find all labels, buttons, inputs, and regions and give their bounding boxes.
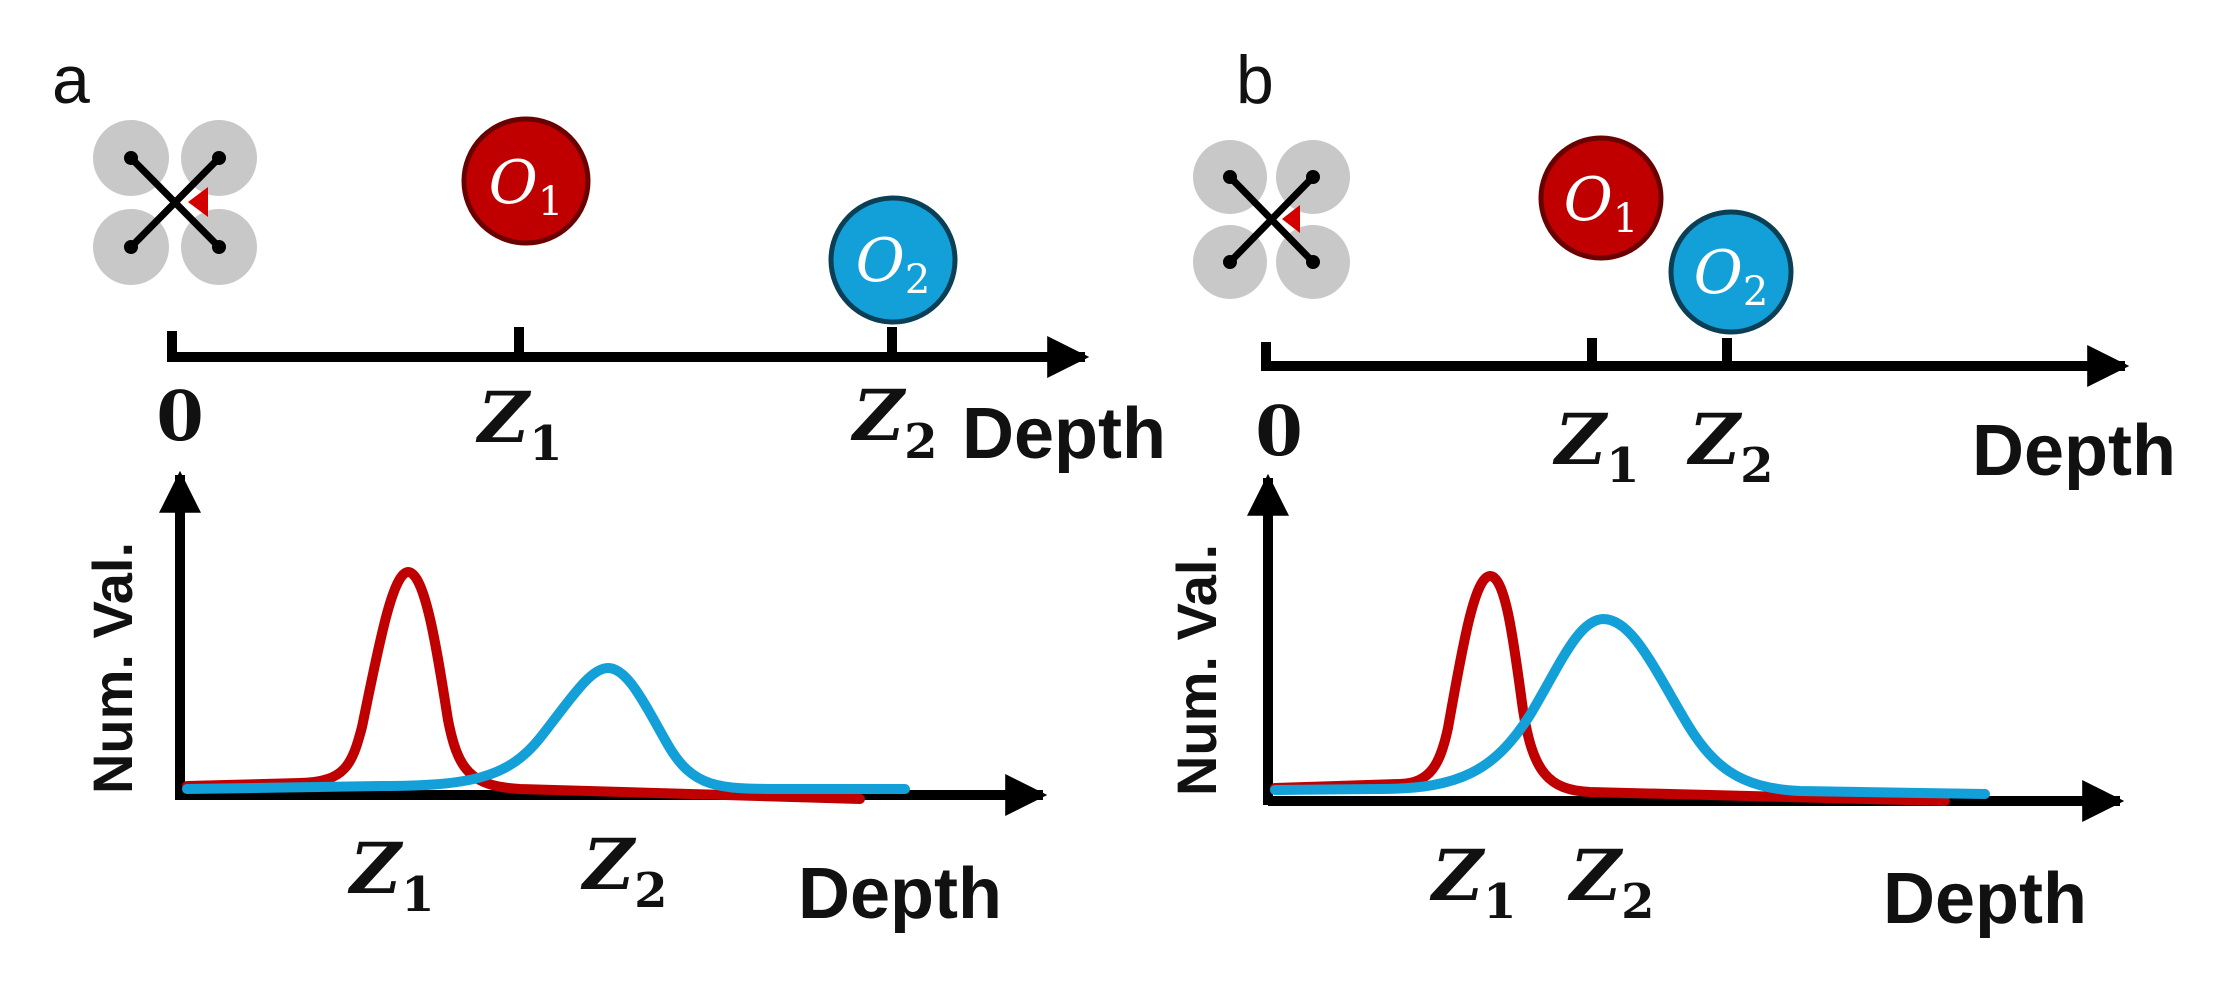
plot-z2-label: Z2 xyxy=(580,823,668,919)
z2-distribution-curve xyxy=(182,663,910,794)
object-1-symbol: O xyxy=(489,148,538,218)
drone-icon xyxy=(1193,140,1350,299)
svg-text:O2: O2 xyxy=(1694,238,1769,315)
z2-distribution-curve xyxy=(1270,614,1990,799)
x-axis-label: Depth xyxy=(798,854,1002,934)
heading-icon xyxy=(188,187,208,217)
z1-distribution-curve xyxy=(182,567,865,804)
drone-icon xyxy=(93,120,257,285)
panel-letter: a xyxy=(52,42,90,118)
z1-label: Z1 xyxy=(1552,398,1640,494)
depth-label: Depth xyxy=(962,394,1166,474)
object-1-symbol: O xyxy=(1564,165,1613,235)
object-1-subscript: 1 xyxy=(1613,196,1638,242)
axis-zero-label: 0 xyxy=(1255,392,1302,472)
depth-axis xyxy=(167,327,1090,378)
distribution-plot xyxy=(1247,473,2125,822)
depth-axis xyxy=(1261,338,2130,387)
plot-z2-label: Z2 xyxy=(1567,834,1655,930)
object-1: O1 xyxy=(461,116,591,246)
object-2: O2 xyxy=(1668,209,1794,335)
panel-letter: b xyxy=(1236,42,1274,118)
panel-b: b O1 O2 xyxy=(1165,42,2176,939)
axis-zero-label: 0 xyxy=(156,377,203,457)
plot-z1-label: Z1 xyxy=(1429,834,1517,930)
panel-a: a O1 O2 xyxy=(52,42,1166,934)
object-2: O2 xyxy=(828,195,958,325)
heading-icon xyxy=(1282,205,1300,233)
object-1: O1 xyxy=(1538,135,1664,261)
z2-label: Z2 xyxy=(850,374,938,470)
object-1-subscript: 1 xyxy=(538,179,563,225)
object-2-symbol: O xyxy=(856,226,905,296)
depth-label: Depth xyxy=(1972,411,2176,491)
distribution-plot xyxy=(159,470,1048,816)
y-axis-label: Num. Val. xyxy=(1165,544,1228,796)
x-axis-label: Depth xyxy=(1883,859,2087,939)
z2-label: Z2 xyxy=(1686,398,1774,494)
svg-text:O1: O1 xyxy=(1564,165,1639,242)
plot-z1-label: Z1 xyxy=(347,827,435,923)
z1-label: Z1 xyxy=(475,376,563,472)
svg-text:O2: O2 xyxy=(856,226,931,303)
y-axis-label: Num. Val. xyxy=(81,542,144,794)
object-2-subscript: 2 xyxy=(1743,269,1768,315)
svg-text:O1: O1 xyxy=(489,148,564,225)
object-2-subscript: 2 xyxy=(905,257,930,303)
object-2-symbol: O xyxy=(1694,238,1743,308)
z1-distribution-curve xyxy=(1270,571,1950,806)
